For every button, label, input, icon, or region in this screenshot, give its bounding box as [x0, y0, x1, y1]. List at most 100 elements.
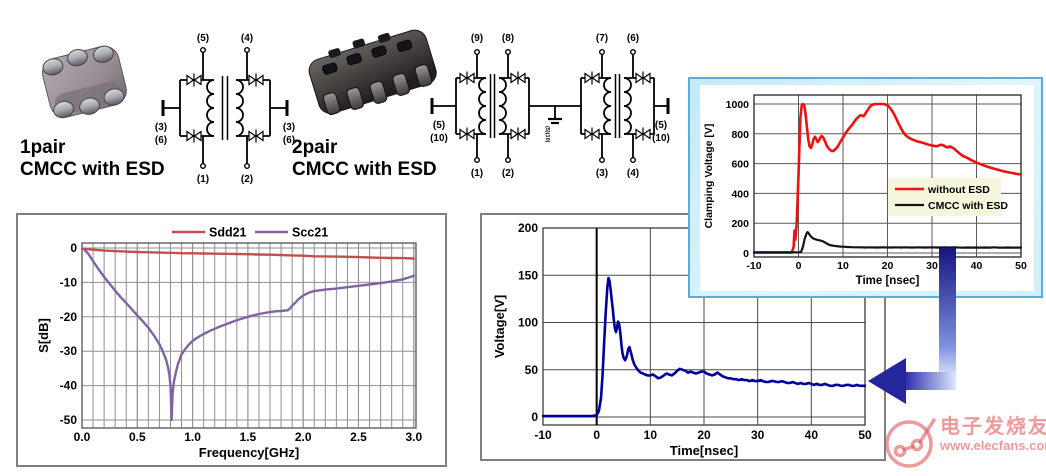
- svg-text:30: 30: [926, 260, 938, 272]
- svg-text:0.5: 0.5: [129, 430, 146, 444]
- svg-text:20: 20: [882, 260, 894, 272]
- svg-text:40: 40: [805, 428, 819, 442]
- pin-label: (6): [283, 135, 295, 146]
- watermark: 电子发烧友 www.elecfans.com: [882, 404, 1046, 472]
- pin-label: (10): [652, 133, 670, 144]
- pin-label: (3): [155, 122, 167, 133]
- esd-diode-icon: [510, 126, 526, 142]
- pin-label: (5): [655, 120, 667, 131]
- svg-text:50: 50: [525, 363, 539, 377]
- svg-text:0: 0: [531, 410, 538, 424]
- svg-text:without ESD: without ESD: [927, 184, 990, 196]
- svg-text:30: 30: [751, 428, 765, 442]
- esd-diode-icon: [584, 126, 600, 142]
- svg-text:0: 0: [743, 248, 749, 260]
- svg-text:800: 800: [731, 129, 749, 141]
- esd-diode-icon: [584, 70, 600, 86]
- svg-text:0: 0: [70, 241, 77, 255]
- svg-text:10: 10: [644, 428, 658, 442]
- svg-text:-10: -10: [746, 260, 761, 272]
- pin-label: (1): [197, 174, 209, 185]
- svg-text:Frequency[GHz]: Frequency[GHz]: [199, 445, 299, 460]
- flow-arrow-icon: [868, 248, 956, 404]
- cmcc-1pair-photo: [42, 45, 127, 119]
- cmcc-1pair-caption: 1pair CMCC with ESD: [20, 137, 165, 181]
- esd-diode-icon: [510, 70, 526, 86]
- svg-text:1.0: 1.0: [184, 430, 201, 444]
- cmcc-2pair-schematic: (9) (8) (7) (6) (1) (2) (3) (4) (5) (10)…: [430, 33, 670, 179]
- pin-label: (10): [430, 133, 448, 144]
- svg-text:0.0: 0.0: [74, 430, 91, 444]
- cmcc-1pair-title: 1pair: [20, 137, 66, 158]
- pin-label: (6): [155, 135, 167, 146]
- svg-text:1.5: 1.5: [240, 430, 257, 444]
- svg-text:-40: -40: [60, 379, 78, 393]
- svg-text:50: 50: [858, 428, 872, 442]
- pin-label: (5): [197, 33, 209, 44]
- pin-label: (6): [627, 33, 639, 44]
- esd-diode-icon: [459, 126, 475, 142]
- sparameter-chart-box: 0.0 0.5 1.0 1.5 2.0 2.5 3.0 0 -10 -20 -30 -40 -50 Fre…: [16, 213, 447, 467]
- svg-text:20: 20: [697, 428, 711, 442]
- svg-text:10: 10: [837, 260, 849, 272]
- svg-text:40: 40: [971, 260, 983, 272]
- svg-text:Time [nsec]: Time [nsec]: [856, 275, 920, 287]
- svg-text:-10: -10: [60, 275, 78, 289]
- pin-label: (7): [596, 33, 608, 44]
- svg-text:Time[nsec]: Time[nsec]: [670, 443, 738, 458]
- svg-text:2.0: 2.0: [295, 430, 312, 444]
- svg-text:Voltage[V]: Voltage[V]: [492, 295, 507, 358]
- svg-text:-10: -10: [534, 428, 552, 442]
- pin-label: (8): [502, 33, 514, 44]
- watermark-url: www.elecfans.com: [940, 438, 1046, 453]
- pin-label: (1): [471, 168, 483, 179]
- pin-label: (9): [471, 33, 483, 44]
- esd-diode-icon: [635, 70, 651, 86]
- esd-diode-icon: [248, 128, 264, 144]
- svg-text:150: 150: [518, 268, 538, 282]
- svg-text:Scc21: Scc21: [292, 226, 328, 240]
- svg-text:200: 200: [518, 221, 538, 235]
- svg-text:50: 50: [1015, 260, 1027, 272]
- svg-text:-30: -30: [60, 344, 78, 358]
- esd-diode-icon: [186, 128, 202, 144]
- watermark-title: 电子发烧友: [940, 416, 1046, 438]
- svg-text:3.0: 3.0: [405, 430, 422, 444]
- svg-text:100: 100: [518, 316, 538, 330]
- cmcc-2pair-photo: [308, 29, 437, 116]
- svg-text:0: 0: [796, 260, 802, 272]
- svg-text:200: 200: [731, 218, 749, 230]
- elecfans-logo-icon: [885, 418, 936, 468]
- cmcc-2pair-subtitle: CMCC with ESD: [292, 159, 437, 180]
- esd-diode-icon: [186, 72, 202, 88]
- esd-diode-icon: [459, 70, 475, 86]
- pin-label: (3): [283, 122, 295, 133]
- svg-text:600: 600: [731, 159, 749, 171]
- svg-text:0: 0: [593, 428, 600, 442]
- pin-label: (3): [596, 168, 608, 179]
- pin-label: (2): [502, 168, 514, 179]
- svg-text:-20: -20: [60, 310, 78, 324]
- svg-text:CMCC with ESD: CMCC with ESD: [928, 200, 1008, 212]
- svg-text:400: 400: [731, 188, 749, 200]
- sparameter-chart: 0.0 0.5 1.0 1.5 2.0 2.5 3.0 0 -10 -20 -30 -40 -50 Fre…: [36, 226, 422, 461]
- clamping-chart-panel: -10 0 10 20 30 40 50 0 200 400 600 800 1000 Time [nse…: [688, 77, 1043, 298]
- esd-diode-icon: [248, 72, 264, 88]
- esd-diode-icon: [635, 126, 651, 142]
- svg-text:-50: -50: [60, 413, 78, 427]
- svg-text:S[dB]: S[dB]: [36, 318, 51, 353]
- cmcc-2pair-title: 2pair: [292, 137, 338, 158]
- cmcc-1pair-subtitle: CMCC with ESD: [20, 159, 165, 180]
- svg-text:Clamping Voltage [V]: Clamping Voltage [V]: [703, 124, 715, 229]
- pin-label-ground: (5)(10): [544, 126, 550, 143]
- cmcc-2pair-caption: 2pair CMCC with ESD: [292, 137, 437, 181]
- svg-text:1000: 1000: [726, 99, 750, 111]
- svg-text:Sdd21: Sdd21: [209, 226, 247, 240]
- cmcc-1pair-schematic: (5) (4) (1) (2) (3) (6) (3) (6): [155, 33, 295, 185]
- svg-text:2.5: 2.5: [350, 430, 367, 444]
- pin-label: (2): [241, 174, 253, 185]
- pin-label: (5): [433, 120, 445, 131]
- pin-label: (4): [241, 33, 253, 44]
